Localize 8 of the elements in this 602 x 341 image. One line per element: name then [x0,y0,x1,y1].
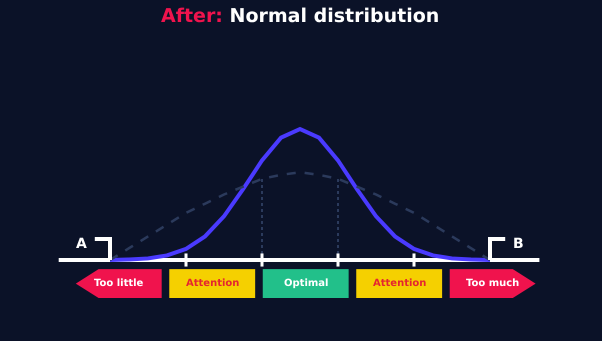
category-label: Too much [466,278,520,289]
text: A [76,236,87,252]
category-label: Optimal [284,278,328,289]
category-label: Attention [373,278,426,289]
category-label: Attention [186,278,240,289]
chart-title: After: Normal distribution [161,5,440,27]
category-label: Too little [94,278,144,289]
text: B [513,236,524,252]
